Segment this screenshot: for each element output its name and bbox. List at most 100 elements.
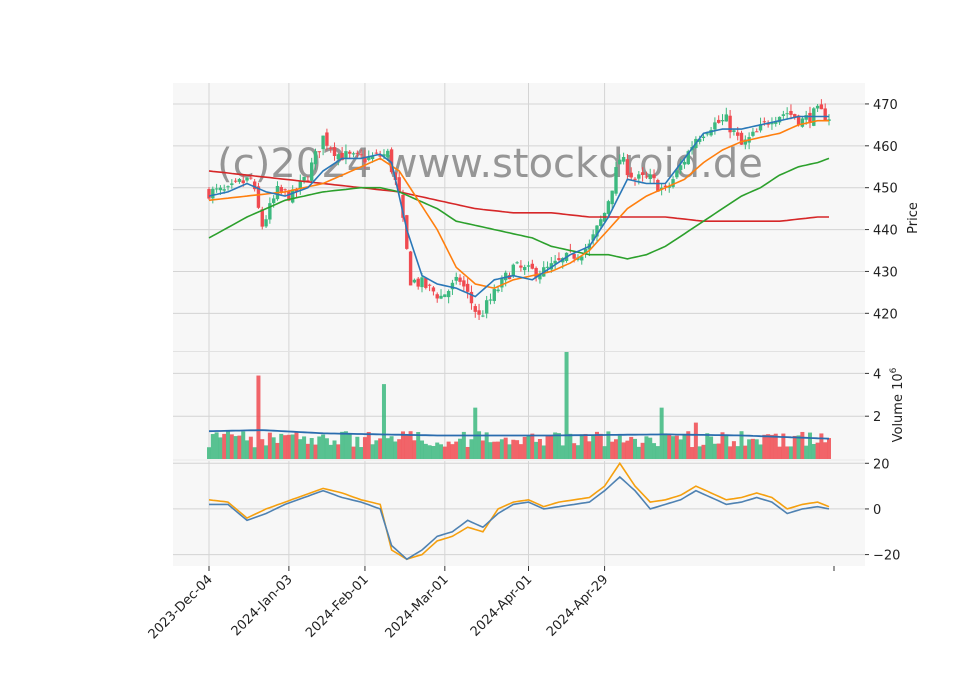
candle-body xyxy=(477,310,481,315)
volume-bar xyxy=(556,433,561,459)
volume-bar xyxy=(762,434,767,459)
price-tick-label: 460 xyxy=(873,140,898,155)
volume-bar xyxy=(465,446,470,459)
price-tick-label: 450 xyxy=(873,182,898,197)
candle-body xyxy=(648,174,652,180)
volume-bar xyxy=(218,437,223,459)
candle-body xyxy=(218,187,223,191)
candle-body xyxy=(439,295,443,299)
candle-body xyxy=(317,151,322,153)
candle-body xyxy=(397,177,401,192)
volume-bar xyxy=(366,431,371,459)
volume-bar xyxy=(252,447,257,459)
candle-body xyxy=(625,159,630,176)
candle-body xyxy=(595,225,599,237)
volume-bar xyxy=(617,435,622,459)
volume-bar xyxy=(248,436,253,459)
volume-bar xyxy=(302,436,307,459)
candle-body xyxy=(523,267,527,271)
volume-bar xyxy=(781,433,786,459)
volume-bar xyxy=(671,436,676,459)
candle-body xyxy=(743,139,748,145)
candle-body xyxy=(484,300,489,314)
candle-body xyxy=(823,108,827,121)
candle-body xyxy=(309,162,314,181)
candle-body xyxy=(724,114,729,122)
volume-bar xyxy=(537,438,542,459)
volume-bar xyxy=(709,436,714,459)
candle-body xyxy=(663,185,668,187)
candle-body xyxy=(306,180,310,182)
candle-body xyxy=(329,147,333,149)
candle-body xyxy=(450,282,455,290)
candle-body xyxy=(290,189,295,203)
volume-bar xyxy=(788,446,793,459)
candle-body xyxy=(298,180,302,189)
volume-bar xyxy=(629,436,634,459)
candle-body xyxy=(283,189,287,191)
volume-bar xyxy=(773,433,778,459)
candle-body xyxy=(389,149,394,173)
oscillator-line-a xyxy=(209,475,830,561)
candle-body xyxy=(739,132,744,145)
candle-body xyxy=(351,153,356,155)
volume-bar xyxy=(469,439,474,459)
candle-body xyxy=(401,194,405,218)
candle-body xyxy=(382,154,386,157)
candle-body xyxy=(580,256,584,261)
volume-bar xyxy=(336,444,341,459)
volume-bar xyxy=(511,439,516,459)
volume-bar xyxy=(222,433,227,459)
price-tick-label: 470 xyxy=(873,98,898,113)
volume-bar xyxy=(260,439,265,459)
candle-body xyxy=(804,115,808,120)
candle-body xyxy=(515,262,519,264)
volume-bar xyxy=(777,446,782,459)
volume-bar xyxy=(735,446,740,459)
candle-body xyxy=(553,260,557,264)
candle-body xyxy=(325,132,329,146)
candle-body xyxy=(481,315,485,317)
candle-body xyxy=(701,136,706,139)
volume-bar xyxy=(827,438,831,459)
volume-bar xyxy=(598,433,603,459)
volume-bar xyxy=(652,443,657,459)
candle-body xyxy=(640,172,645,176)
volume-bar xyxy=(473,407,478,459)
candle-body xyxy=(233,180,238,182)
volume-bar xyxy=(811,444,816,459)
candle-body xyxy=(370,155,375,160)
date-tick-label: 2023-Dec-04 xyxy=(146,572,216,642)
volume-bar xyxy=(283,435,288,459)
volume-bar xyxy=(461,431,466,459)
candle-body xyxy=(808,112,812,124)
volume-bar xyxy=(712,443,717,459)
volume-bar xyxy=(575,445,580,459)
volume-bar xyxy=(267,432,272,459)
candle-body xyxy=(252,181,257,190)
volume-bar xyxy=(207,447,211,459)
candle-body xyxy=(222,189,226,191)
volume-bar xyxy=(359,447,364,459)
volume-bar xyxy=(541,445,546,459)
candle-body xyxy=(758,124,763,131)
volume-bar xyxy=(522,436,527,459)
price-axis-label: Price xyxy=(906,202,921,234)
candle-body xyxy=(454,276,458,281)
volume-bar xyxy=(477,431,482,459)
date-tick-label: 2024-Apr-29 xyxy=(544,572,611,639)
volume-bar xyxy=(804,445,809,459)
ma-mid-line xyxy=(208,119,829,290)
volume-bar xyxy=(435,442,440,459)
candle-body xyxy=(355,152,360,154)
volume-bar xyxy=(408,431,413,459)
volume-bar xyxy=(690,447,695,459)
candle-body xyxy=(431,287,436,292)
candle-body xyxy=(736,132,740,136)
volume-bar xyxy=(530,433,535,459)
volume-bar xyxy=(769,434,774,459)
volume-bar xyxy=(750,438,755,459)
volume-bar xyxy=(633,438,638,459)
candle-body xyxy=(644,176,649,178)
candle-body xyxy=(336,154,341,160)
